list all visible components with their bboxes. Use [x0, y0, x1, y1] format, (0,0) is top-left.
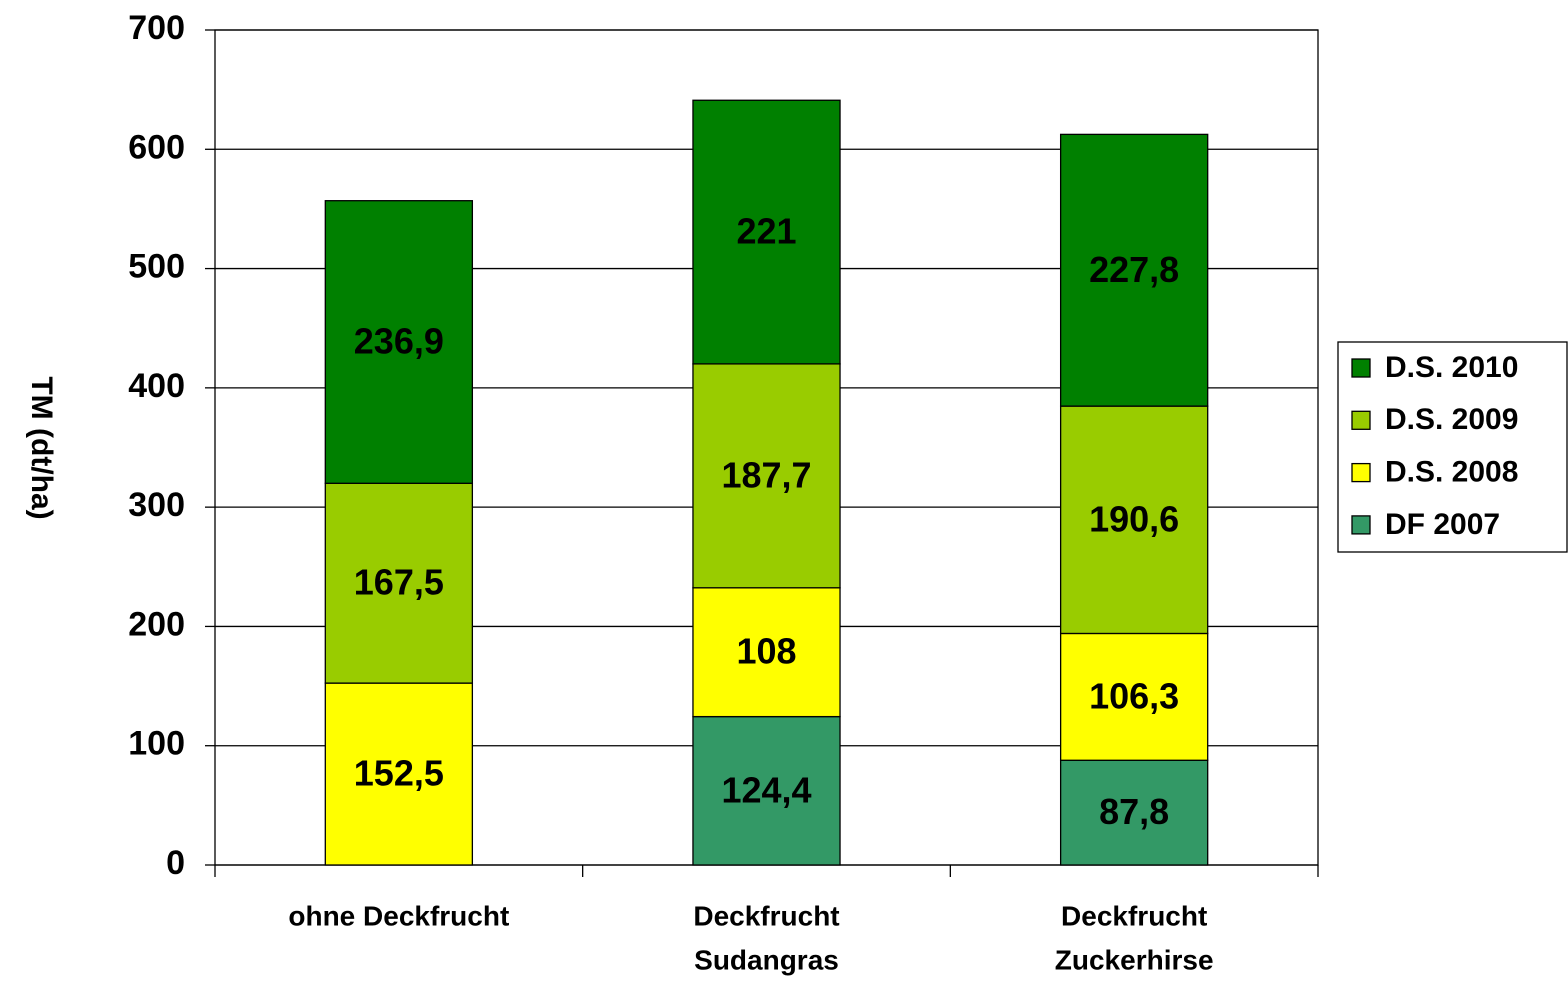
legend-swatch: [1351, 462, 1371, 483]
legend-swatch: [1351, 410, 1371, 430]
data-label: 190,6: [1089, 498, 1179, 539]
legend-label: D.S. 2010: [1385, 351, 1518, 384]
data-label: 227,8: [1089, 249, 1179, 290]
bar-segment: [324, 482, 474, 684]
x-tick-label: Sudangras: [694, 944, 839, 975]
bar-segment: [1059, 133, 1209, 407]
bar-segment: [324, 682, 474, 866]
x-tick-label: ohne Deckfrucht: [288, 900, 509, 931]
bar-segment: [1059, 759, 1209, 866]
x-tick-label: Deckfrucht: [1061, 900, 1207, 931]
y-tick-label: 200: [128, 605, 185, 643]
bar-segment: [1059, 632, 1209, 761]
data-label: 187,7: [721, 454, 811, 495]
legend-label: D.S. 2009: [1385, 403, 1518, 436]
legend-swatch: [1351, 358, 1371, 378]
data-label: 152,5: [354, 753, 444, 794]
data-label: 167,5: [354, 562, 444, 603]
legend-box: [1337, 341, 1568, 553]
legend-label: D.S. 2008: [1385, 456, 1518, 489]
legend-swatch: [1351, 515, 1371, 535]
data-label: 236,9: [354, 321, 444, 362]
y-tick-label: 500: [128, 248, 185, 286]
data-label: 124,4: [721, 769, 811, 810]
data-label: 87,8: [1099, 791, 1169, 832]
y-tick-label: 100: [128, 725, 185, 763]
data-label: 106,3: [1089, 675, 1179, 716]
bar-segment: [692, 715, 841, 866]
bar-segment: [1059, 405, 1209, 635]
x-tick-label: Deckfrucht: [693, 900, 839, 931]
legend-label: DF 2007: [1385, 508, 1500, 541]
y-tick-label: 600: [128, 128, 185, 166]
bar-segment: [692, 99, 841, 365]
bar-segment: [692, 587, 841, 718]
x-tick-label: Zuckerhirse: [1055, 944, 1214, 975]
y-tick-label: 0: [166, 844, 185, 882]
data-label: 108: [736, 631, 796, 672]
y-tick-label: 400: [128, 367, 185, 405]
data-label: 221: [736, 211, 796, 252]
y-tick-label: 300: [128, 486, 185, 524]
bar-segment: [324, 200, 474, 484]
y-tick-label: 700: [128, 9, 185, 47]
y-axis-label: TM (dt/ha): [25, 376, 58, 519]
